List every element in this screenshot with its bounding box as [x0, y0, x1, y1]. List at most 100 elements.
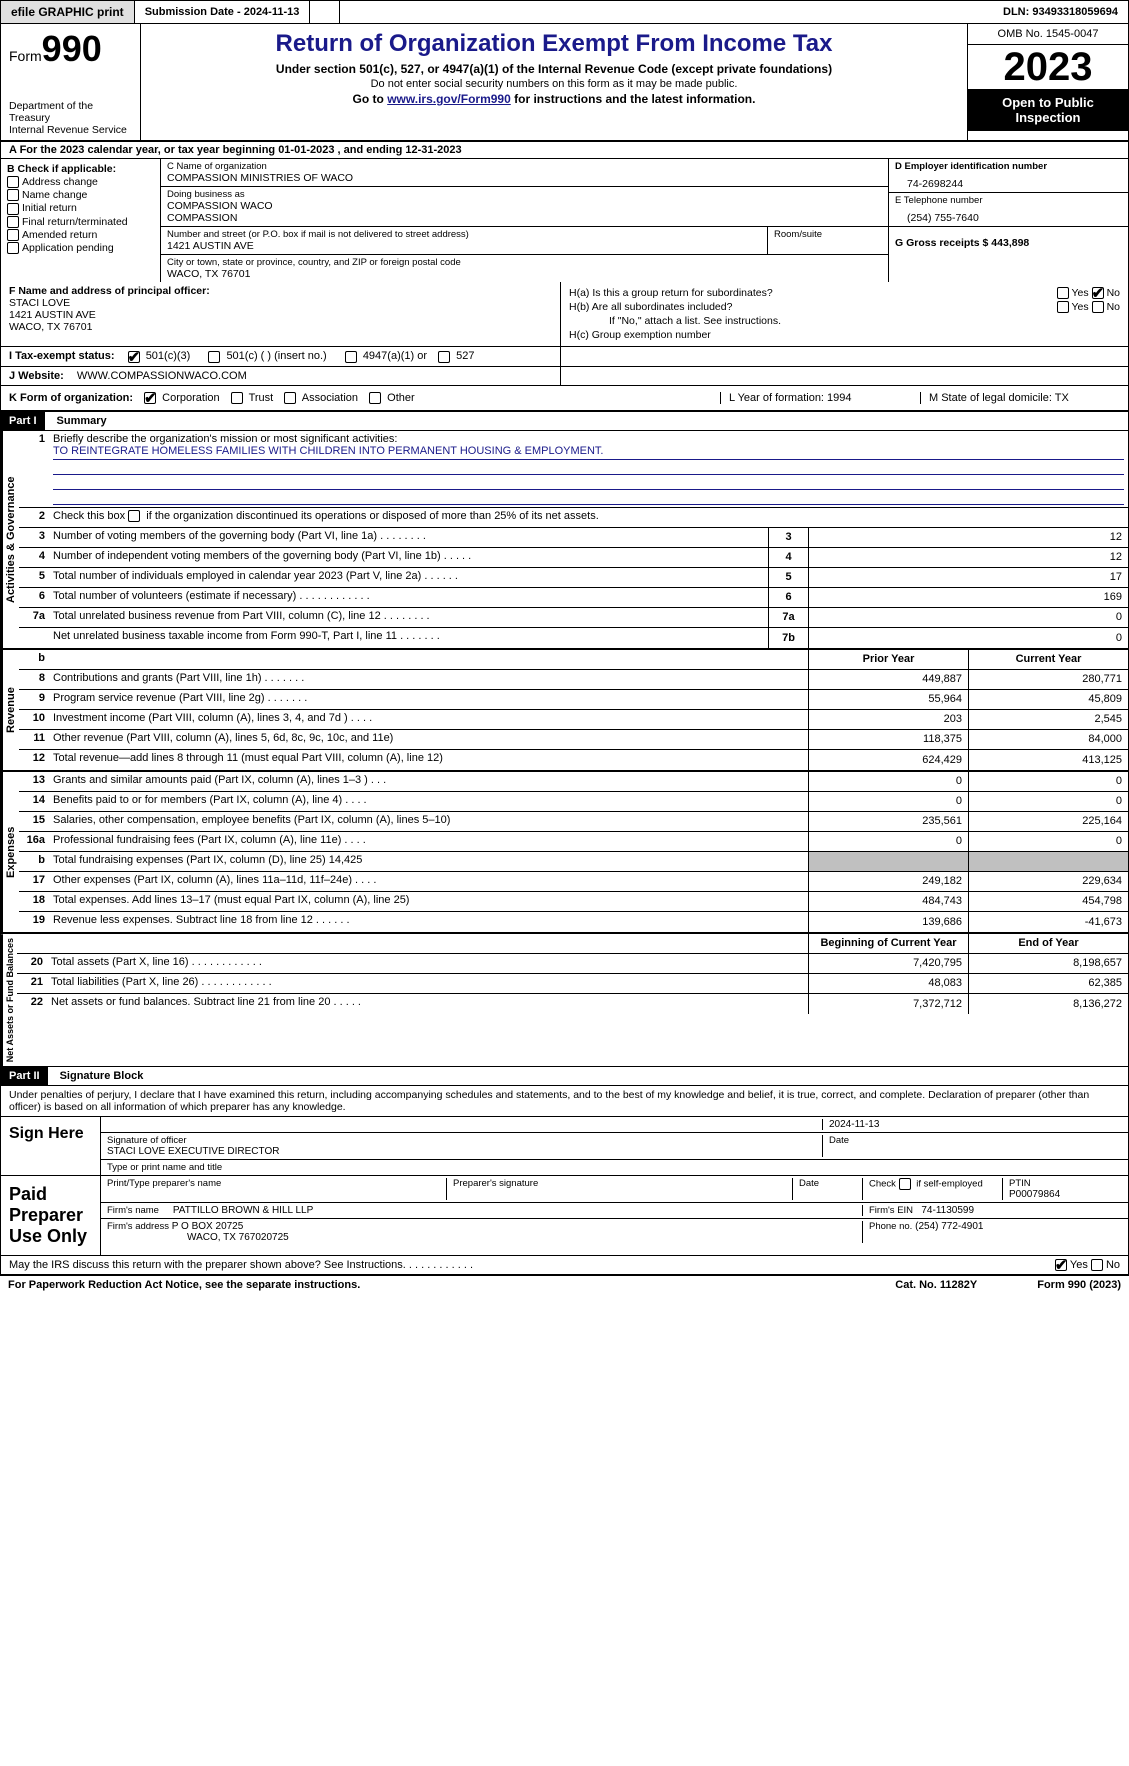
netassets-block: Net Assets or Fund Balances Beginning of…	[0, 934, 1129, 1067]
form-word: Form	[9, 48, 42, 64]
website-value: WWW.COMPASSIONWACO.COM	[77, 370, 247, 382]
perjury-text: Under penalties of perjury, I declare th…	[0, 1086, 1129, 1117]
hb-yes[interactable]	[1057, 301, 1069, 313]
vlabel-expenses: Expenses	[1, 772, 19, 932]
row-k: K Form of organization: Corporation Trus…	[0, 386, 1129, 412]
exp-row: 15Salaries, other compensation, employee…	[19, 812, 1128, 832]
hdr-prior-year: Prior Year	[808, 650, 968, 669]
section-f-h: F Name and address of principal officer:…	[0, 282, 1129, 347]
hdr-current-year: Current Year	[968, 650, 1128, 669]
sign-date: 2024-11-13	[822, 1119, 1122, 1130]
prep-sig-label: Preparer's signature	[446, 1178, 792, 1200]
section-g-receipts: G Gross receipts $ 443,898	[889, 227, 1128, 251]
rev-row: 12Total revenue—add lines 8 through 11 (…	[19, 750, 1128, 770]
prep-date-label: Date	[792, 1178, 862, 1200]
footer: For Paperwork Reduction Act Notice, see …	[0, 1275, 1129, 1294]
omb-number: OMB No. 1545-0047	[968, 24, 1128, 45]
mission-text: TO REINTEGRATE HOMELESS FAMILIES WITH CH…	[53, 445, 1124, 460]
paid-preparer-label: PaidPreparerUse Only	[1, 1176, 101, 1255]
row-k-label: K Form of organization:	[9, 392, 133, 404]
discuss-no[interactable]	[1091, 1259, 1103, 1271]
submission-date: Submission Date - 2024-11-13	[135, 1, 311, 23]
form-ref: Form 990 (2023)	[1037, 1279, 1121, 1291]
irs-link[interactable]: www.irs.gov/Form990	[387, 92, 511, 106]
row-j: J Website: WWW.COMPASSIONWACO.COM	[0, 367, 1129, 386]
form-number: 990	[42, 28, 102, 69]
checkbox-trust[interactable]	[231, 392, 243, 404]
sign-here-label: Sign Here	[1, 1117, 101, 1175]
exp-row: 14Benefits paid to or for members (Part …	[19, 792, 1128, 812]
checkbox-address-change[interactable]	[7, 176, 19, 188]
rev-row: 8Contributions and grants (Part VIII, li…	[19, 670, 1128, 690]
net-row: 22Net assets or fund balances. Subtract …	[17, 994, 1128, 1014]
section-b: B Check if applicable: Address change Na…	[1, 159, 161, 282]
checkbox-initial-return[interactable]	[7, 203, 19, 215]
section-d-ein: D Employer identification number 74-2698…	[889, 159, 1128, 193]
row-j-label: J Website:	[9, 370, 64, 382]
checkbox-other[interactable]	[369, 392, 381, 404]
checkbox-self-employed[interactable]	[899, 1178, 911, 1190]
ptin-cell: PTINP00079864	[1002, 1178, 1122, 1200]
section-h: H(a) Is this a group return for subordin…	[561, 282, 1128, 346]
checkbox-527[interactable]	[438, 351, 450, 363]
section-c-room: Room/suite	[768, 227, 888, 255]
checkbox-assoc[interactable]	[284, 392, 296, 404]
form-title: Return of Organization Exempt From Incom…	[147, 30, 961, 58]
form-header: Form990 Department of the TreasuryIntern…	[0, 24, 1129, 142]
checkbox-corp[interactable]	[144, 392, 156, 404]
hb-label: H(b) Are all subordinates included?	[569, 301, 732, 313]
sign-date-label: Date	[822, 1135, 1122, 1157]
efile-print-button[interactable]: efile GRAPHIC print	[1, 1, 135, 23]
prep-name-label: Print/Type preparer's name	[107, 1178, 446, 1200]
checkbox-discontinued[interactable]	[128, 510, 140, 522]
hb-no[interactable]	[1092, 301, 1104, 313]
ha-no[interactable]	[1092, 287, 1104, 299]
tax-year: 2023	[968, 45, 1128, 89]
firm-addr1: P O BOX 20725	[172, 1221, 244, 1232]
row-i-label: I Tax-exempt status:	[9, 350, 115, 362]
expenses-block: Expenses 13Grants and similar amounts pa…	[0, 772, 1129, 934]
self-employed-cell: Check if self-employed	[862, 1178, 1002, 1200]
gov-row: 5Total number of individuals employed in…	[19, 568, 1128, 588]
exp-row: 17Other expenses (Part IX, column (A), l…	[19, 872, 1128, 892]
form-ssn-note: Do not enter social security numbers on …	[147, 78, 961, 90]
row-l: L Year of formation: 1994	[720, 392, 920, 404]
exp-row: 18Total expenses. Add lines 13–17 (must …	[19, 892, 1128, 912]
ha-label: H(a) Is this a group return for subordin…	[569, 287, 773, 299]
part2-header: Part II Signature Block	[0, 1067, 1129, 1086]
sign-here-block: Sign Here 2024-11-13 Signature of office…	[0, 1117, 1129, 1176]
checkbox-amended[interactable]	[7, 229, 19, 241]
firm-name: PATTILLO BROWN & HILL LLP	[173, 1205, 313, 1216]
discuss-yes[interactable]	[1055, 1259, 1067, 1271]
part2-num: Part II	[1, 1067, 48, 1085]
ha-yes[interactable]	[1057, 287, 1069, 299]
checkbox-4947[interactable]	[345, 351, 357, 363]
net-row: 21Total liabilities (Part X, line 26) . …	[17, 974, 1128, 994]
exp-row: bTotal fundraising expenses (Part IX, co…	[19, 852, 1128, 872]
exp-row: 13Grants and similar amounts paid (Part …	[19, 772, 1128, 792]
type-name-label: Type or print name and title	[107, 1162, 222, 1173]
checkbox-501c3[interactable]	[128, 351, 140, 363]
section-c-dba: Doing business as COMPASSION WACO COMPAS…	[161, 187, 888, 227]
cat-no: Cat. No. 11282Y	[895, 1279, 977, 1291]
row-i: I Tax-exempt status: 501(c)(3) 501(c) ( …	[0, 347, 1129, 366]
governance-block: Activities & Governance 1 Briefly descri…	[0, 431, 1129, 650]
line2-text: Check this box	[53, 510, 128, 522]
gov-row: 7aTotal unrelated business revenue from …	[19, 608, 1128, 628]
gov-row: 3Number of voting members of the governi…	[19, 528, 1128, 548]
checkbox-501c[interactable]	[208, 351, 220, 363]
rev-row: 10Investment income (Part VIII, column (…	[19, 710, 1128, 730]
checkbox-final-return[interactable]	[7, 216, 19, 228]
row-m: M State of legal domicile: TX	[920, 392, 1120, 404]
form-subtitle: Under section 501(c), 527, or 4947(a)(1)…	[147, 62, 961, 76]
paid-preparer-block: PaidPreparerUse Only Print/Type preparer…	[0, 1176, 1129, 1256]
gov-row: 4Number of independent voting members of…	[19, 548, 1128, 568]
part1-header: Part I Summary	[0, 412, 1129, 431]
checkbox-app-pending[interactable]	[7, 242, 19, 254]
hdr-begin-year: Beginning of Current Year	[808, 934, 968, 953]
discuss-row: May the IRS discuss this return with the…	[0, 1256, 1129, 1275]
top-bar: efile GRAPHIC print Submission Date - 20…	[0, 0, 1129, 24]
checkbox-name-change[interactable]	[7, 189, 19, 201]
vlabel-governance: Activities & Governance	[1, 431, 19, 648]
section-b-label: B Check if applicable:	[7, 163, 154, 175]
